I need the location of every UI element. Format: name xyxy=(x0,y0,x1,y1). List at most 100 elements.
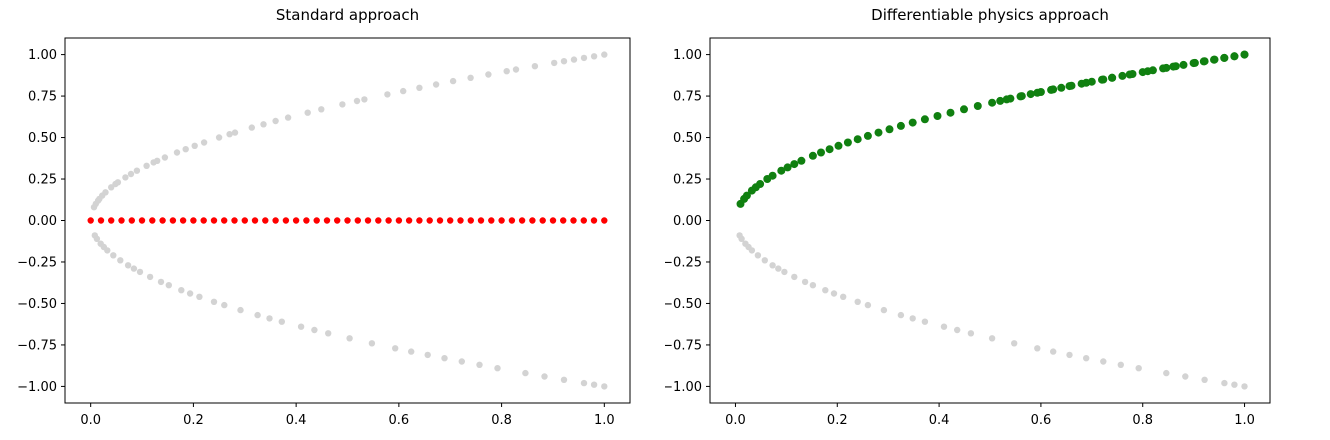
scatter-point-nn-prediction-collapsed-to-mean xyxy=(128,217,135,224)
y-tick-label: 0.50 xyxy=(28,131,57,146)
scatter-point-nn-prediction-collapsed-to-mean xyxy=(251,217,259,224)
scatter-point-nn-prediction-upper-branch xyxy=(1047,85,1056,94)
scatter-point-ground-truth-lower-branch xyxy=(754,252,762,259)
scatter-point-nn-prediction-collapsed-to-mean xyxy=(231,217,238,224)
y-tick-label: −1.00 xyxy=(665,380,702,395)
scatter-point-ground-truth-upper-branch xyxy=(361,96,368,103)
scatter-point-ground-truth-lower-branch xyxy=(254,311,261,319)
scatter-point-ground-truth-lower-branch xyxy=(580,379,588,387)
scatter-point-ground-truth-lower-branch xyxy=(146,273,154,281)
scatter-point-ground-truth-upper-branch xyxy=(318,106,325,113)
scatter-point-ground-truth-lower-branch xyxy=(441,355,448,362)
scatter-point-nn-prediction-upper-branch xyxy=(1036,88,1045,96)
scatter-point-ground-truth-upper-branch xyxy=(384,91,391,98)
scatter-point-nn-prediction-collapsed-to-mean xyxy=(508,217,516,224)
scatter-point-nn-prediction-upper-branch xyxy=(885,125,894,134)
scatter-point-ground-truth-upper-branch xyxy=(601,51,608,58)
scatter-point-ground-truth-upper-branch xyxy=(531,62,539,70)
scatter-point-nn-prediction-upper-branch xyxy=(843,138,852,147)
scatter-point-nn-prediction-collapsed-to-mean xyxy=(118,217,125,224)
y-tick-label: 0.75 xyxy=(673,90,702,105)
scatter-point-nn-prediction-collapsed-to-mean xyxy=(385,217,392,224)
chart-title-differentiable-physics-approach: Differentiable physics approach xyxy=(871,6,1109,24)
scatter-point-nn-prediction-collapsed-to-mean xyxy=(221,217,228,224)
scatter-point-nn-prediction-collapsed-to-mean xyxy=(570,217,577,224)
scatter-point-nn-prediction-collapsed-to-mean xyxy=(241,217,248,224)
scatter-point-nn-prediction-upper-branch xyxy=(797,156,806,165)
scatter-point-nn-prediction-upper-branch xyxy=(933,112,942,120)
scatter-point-ground-truth-lower-branch xyxy=(880,306,888,314)
x-tick-label: 0.6 xyxy=(389,413,410,428)
scatter-point-nn-prediction-upper-branch xyxy=(1179,60,1188,69)
scatter-point-nn-prediction-upper-branch xyxy=(825,145,834,154)
scatter-point-ground-truth-lower-branch xyxy=(392,345,399,352)
scatter-point-nn-prediction-collapsed-to-mean xyxy=(457,217,464,224)
scatter-point-ground-truth-upper-branch xyxy=(127,170,135,178)
scatter-point-ground-truth-upper-branch xyxy=(304,109,311,116)
scatter-point-nn-prediction-collapsed-to-mean xyxy=(97,217,105,224)
scatter-point-nn-prediction-upper-branch xyxy=(1118,71,1127,80)
scatter-point-ground-truth-lower-branch xyxy=(801,278,809,286)
scatter-point-ground-truth-upper-branch xyxy=(416,84,423,92)
scatter-point-ground-truth-upper-branch xyxy=(432,81,440,88)
scatter-point-nn-prediction-collapsed-to-mean xyxy=(262,217,269,224)
scatter-point-ground-truth-upper-branch xyxy=(154,157,161,164)
scatter-point-ground-truth-upper-branch xyxy=(122,174,129,181)
scatter-point-ground-truth-upper-branch xyxy=(272,117,279,125)
y-tick-label: 0.75 xyxy=(28,90,57,105)
scatter-point-nn-prediction-upper-branch xyxy=(973,102,982,110)
scatter-point-ground-truth-upper-branch xyxy=(512,66,520,73)
scatter-plot-standard-approach: 0.0 0.2 0.4 0.6 0.8 1.0 1.00 0.75 0.50 0.25 0.00 −0… xyxy=(17,37,631,428)
scatter-point-ground-truth-lower-branch xyxy=(761,257,768,264)
scatter-point-nn-prediction-upper-branch xyxy=(768,171,777,180)
scatter-point-nn-prediction-collapsed-to-mean xyxy=(210,217,218,224)
scatter-point-ground-truth-upper-branch xyxy=(449,77,457,85)
scatter-point-ground-truth-lower-branch xyxy=(117,257,124,264)
scatter-point-nn-prediction-upper-branch xyxy=(1006,94,1015,103)
scatter-point-nn-prediction-upper-branch xyxy=(756,180,765,188)
scatter-point-nn-prediction-upper-branch xyxy=(946,108,955,117)
y-tick-label: 0.00 xyxy=(673,214,702,229)
scatter-point-ground-truth-lower-branch xyxy=(1201,376,1208,383)
x-tick-label: 0.0 xyxy=(725,413,746,428)
scatter-point-nn-prediction-upper-branch xyxy=(1016,92,1025,101)
scatter-point-ground-truth-lower-branch xyxy=(311,326,318,334)
scatter-point-ground-truth-lower-branch xyxy=(136,268,144,276)
scatter-point-ground-truth-upper-branch xyxy=(570,56,578,63)
scatter-point-nn-prediction-upper-branch xyxy=(853,135,862,144)
scatter-point-ground-truth-upper-branch xyxy=(560,58,568,65)
x-tick-label: 0.6 xyxy=(1031,413,1052,428)
scatter-point-ground-truth-upper-branch xyxy=(339,101,346,108)
y-tick-label: −1.00 xyxy=(17,380,57,395)
scatter-point-ground-truth-lower-branch xyxy=(775,265,782,272)
scatter-point-nn-prediction-collapsed-to-mean xyxy=(313,217,320,224)
y-tick-label: 1.00 xyxy=(673,48,702,63)
scatter-point-nn-prediction-upper-branch xyxy=(896,121,905,130)
scatter-point-ground-truth-upper-branch xyxy=(114,179,122,186)
scatter-point-nn-prediction-upper-branch xyxy=(808,151,817,160)
scatter-point-nn-prediction-collapsed-to-mean xyxy=(354,217,361,224)
scatter-point-nn-prediction-upper-branch xyxy=(1087,77,1096,86)
scatter-point-nn-prediction-collapsed-to-mean xyxy=(190,217,197,224)
scatter-point-nn-prediction-collapsed-to-mean xyxy=(108,217,115,224)
scatter-point-nn-prediction-upper-branch xyxy=(1077,79,1086,88)
x-tick-label: 0.4 xyxy=(286,413,307,428)
scatter-point-ground-truth-lower-branch xyxy=(368,340,376,347)
scatter-point-ground-truth-upper-branch xyxy=(173,149,181,156)
scatter-point-ground-truth-lower-branch xyxy=(104,247,111,254)
scatter-point-nn-prediction-collapsed-to-mean xyxy=(138,217,146,224)
scatter-point-ground-truth-upper-branch xyxy=(590,53,598,60)
scatter-point-ground-truth-upper-branch xyxy=(551,59,558,67)
scatter-point-nn-prediction-collapsed-to-mean xyxy=(601,217,608,224)
scatter-point-ground-truth-lower-branch xyxy=(476,361,483,368)
scatter-point-nn-prediction-upper-branch xyxy=(1240,50,1249,59)
scatter-point-ground-truth-lower-branch xyxy=(1100,358,1107,365)
scatter-point-nn-prediction-collapsed-to-mean xyxy=(149,217,156,224)
scatter-point-nn-prediction-collapsed-to-mean xyxy=(477,217,485,224)
scatter-point-nn-prediction-collapsed-to-mean xyxy=(580,217,587,224)
scatter-point-ground-truth-upper-branch xyxy=(231,129,239,136)
scatter-point-ground-truth-lower-branch xyxy=(830,290,838,297)
scatter-point-nn-prediction-collapsed-to-mean xyxy=(200,217,207,224)
scatter-point-nn-prediction-upper-branch xyxy=(1067,81,1076,90)
scatter-point-nn-prediction-upper-branch xyxy=(874,128,883,137)
